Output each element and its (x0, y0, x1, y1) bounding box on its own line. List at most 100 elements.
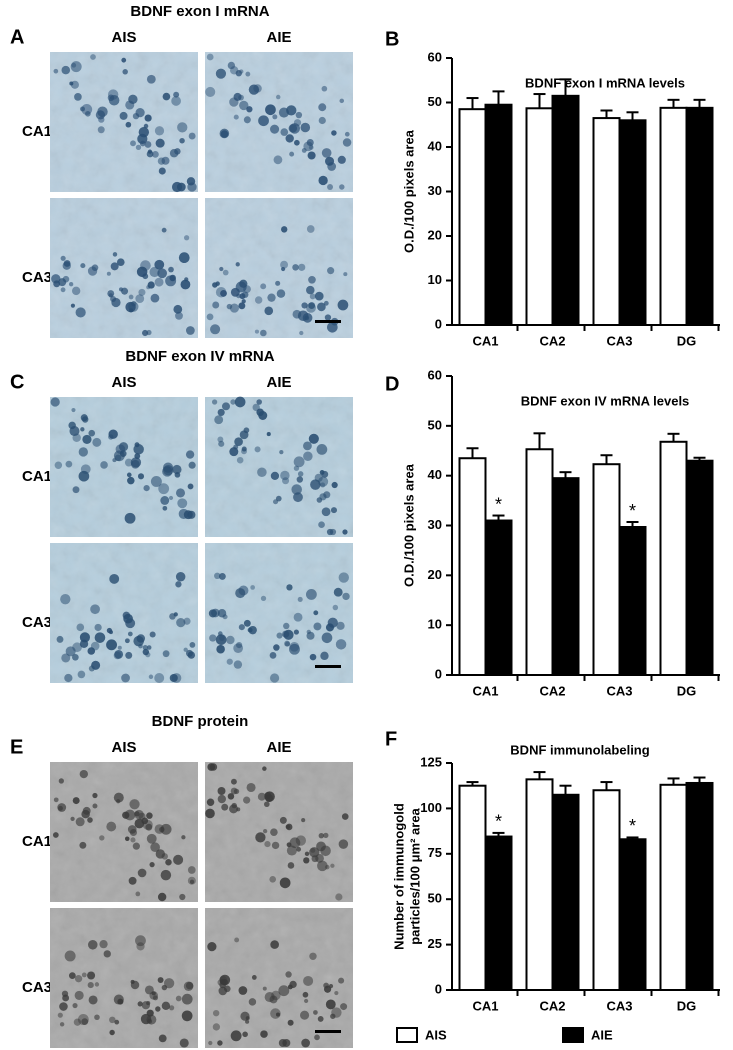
cell (74, 975, 83, 983)
cell (125, 121, 132, 128)
cell (323, 982, 330, 989)
cell (306, 285, 315, 295)
cell (150, 842, 160, 853)
cell (300, 122, 311, 133)
cell (324, 314, 332, 321)
cell (146, 645, 152, 650)
bar (592, 463, 621, 676)
cell (337, 155, 346, 164)
cell (325, 999, 336, 1010)
cell (138, 288, 146, 296)
cell (176, 182, 186, 192)
cell (145, 823, 153, 831)
row-label: CA1 (22, 833, 52, 850)
cell (321, 470, 329, 478)
cell (110, 262, 119, 271)
cell (61, 990, 69, 997)
cell (316, 444, 328, 455)
cell (308, 433, 319, 444)
cell (208, 609, 217, 618)
cell (74, 93, 82, 101)
x-tick-label: CA3 (606, 333, 632, 348)
cell (288, 124, 298, 133)
cell (137, 473, 145, 480)
cell (183, 647, 188, 652)
cell (220, 979, 226, 985)
cell (130, 457, 142, 468)
cell (141, 817, 149, 825)
cell (271, 841, 280, 850)
micrograph-texture (205, 543, 353, 683)
cell (335, 893, 343, 901)
x-tick-label: CA1 (472, 998, 498, 1013)
y-tick-label: 20 (428, 567, 442, 582)
cell (181, 1010, 193, 1022)
cell (106, 821, 117, 832)
micrograph-texture (205, 397, 353, 537)
cell (117, 998, 124, 1005)
legend-label: AIE (591, 1027, 613, 1042)
cell (318, 476, 329, 487)
cell (100, 461, 108, 469)
row-label: CA3 (22, 614, 52, 631)
cell (151, 991, 156, 996)
cell (162, 650, 170, 658)
cell (233, 788, 240, 795)
cell (143, 123, 149, 129)
cell (318, 833, 324, 839)
cell (57, 1012, 63, 1018)
cell (168, 495, 174, 501)
cell (187, 651, 196, 659)
cell (137, 133, 148, 144)
cell (109, 1029, 115, 1036)
y-tick-label: 30 (428, 183, 442, 198)
cell (308, 302, 316, 309)
cell (245, 71, 251, 77)
cell (234, 396, 246, 408)
cell (254, 296, 263, 304)
cell (341, 813, 349, 820)
cell (314, 1034, 320, 1041)
cell (316, 841, 326, 852)
cell (299, 330, 304, 336)
cell (94, 632, 106, 643)
cell (260, 595, 267, 602)
x-tick-label: DG (677, 333, 697, 348)
cell (278, 985, 290, 997)
cell (122, 69, 128, 75)
cell (239, 293, 246, 300)
cell (135, 935, 146, 947)
cell (187, 483, 194, 490)
cell (161, 156, 170, 165)
cell (109, 1016, 116, 1024)
column-label: AIS (111, 739, 136, 756)
cell (64, 950, 76, 962)
cell (127, 631, 133, 637)
bar (685, 459, 714, 677)
cell (279, 449, 284, 455)
cell (157, 892, 167, 902)
cell (292, 309, 302, 319)
cell (239, 100, 249, 111)
cell (319, 493, 327, 501)
cell (233, 114, 239, 120)
cell (72, 486, 80, 494)
cell (81, 1018, 89, 1025)
cell (148, 674, 154, 679)
cell (72, 642, 82, 653)
cell (81, 972, 87, 978)
cell (77, 670, 86, 679)
cell (238, 986, 248, 995)
cell (230, 287, 240, 297)
cell (326, 528, 334, 536)
cell (58, 778, 64, 784)
cell (243, 427, 250, 434)
cell (313, 1010, 318, 1015)
cell (155, 1006, 161, 1012)
cell (324, 864, 330, 870)
cell (303, 441, 312, 451)
cell (293, 612, 303, 622)
micrograph (205, 762, 353, 902)
bar (484, 519, 513, 676)
cell (178, 252, 190, 264)
